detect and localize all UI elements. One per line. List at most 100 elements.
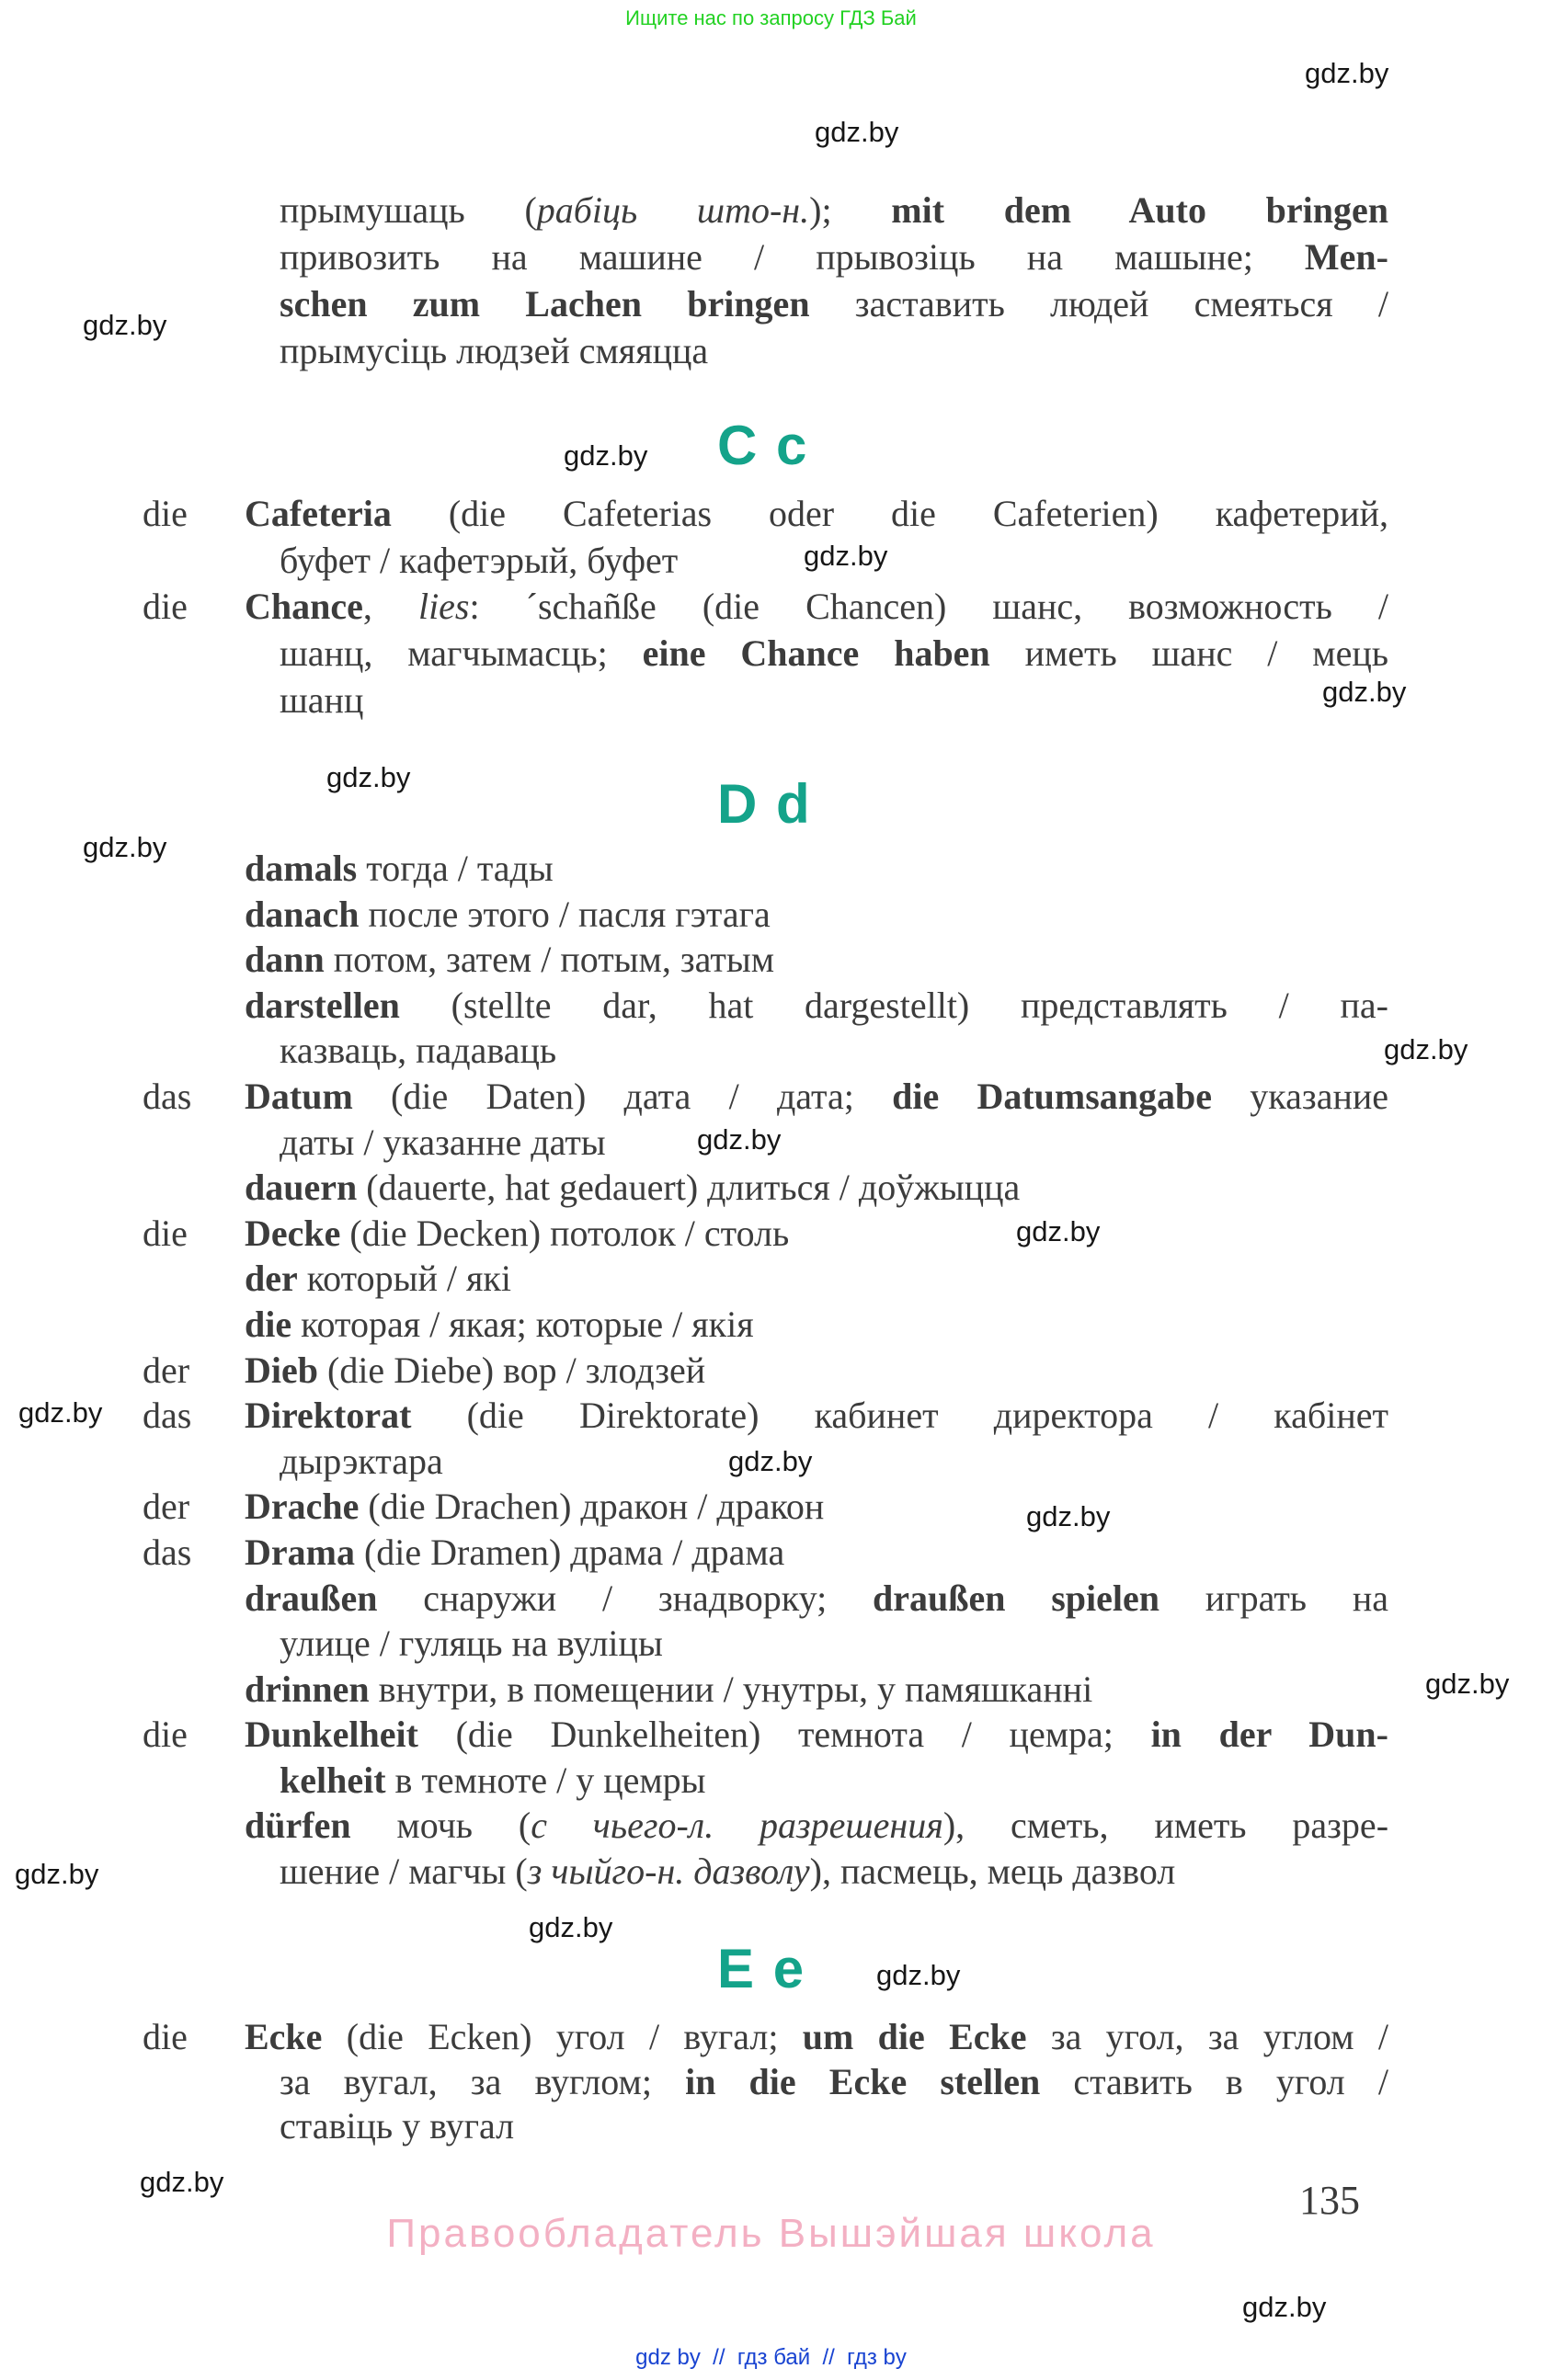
gdz-watermark: gdz.by <box>83 831 167 863</box>
translation-text: (die Drachen) дракон / дракон <box>359 1486 825 1528</box>
entry-line: damals тогда / тады <box>245 846 1388 892</box>
headword-text: darstellen <box>245 984 400 1026</box>
entry-line: казваць, падаваць <box>280 1028 1388 1074</box>
entry-line: Dieb (die Diebe) вор / злодзей der <box>143 1348 1388 1394</box>
entry-article: der <box>143 1486 190 1528</box>
translation-text: ); <box>809 189 892 231</box>
translation-text: ), пасмець, мець дазвол <box>809 1850 1176 1893</box>
translation-text: даты / указанне даты <box>280 1121 606 1163</box>
page-number: 135 <box>1299 2178 1360 2223</box>
headword-text: Cafeteria <box>245 493 392 534</box>
entry-line: draußen снаружи / знадворку; draußen spi… <box>245 1576 1388 1622</box>
entry-line: darstellen (stellte dar, hat dargestellt… <box>245 983 1388 1029</box>
entry-article: die <box>143 493 188 534</box>
headword-text: damals <box>245 848 358 889</box>
translation-text: за угол, за углом / <box>1026 2016 1388 2057</box>
headword-text: Datum <box>245 1075 353 1117</box>
translation-text: (die Direktorate) кабинет директора / ка… <box>411 1395 1388 1437</box>
entry-article: die <box>143 2016 188 2057</box>
headword-text: dauern <box>245 1167 358 1209</box>
headword-text: Chance <box>245 586 363 628</box>
headword-text: Decke <box>245 1212 341 1254</box>
gdz-watermark: gdz.by <box>1425 1668 1510 1700</box>
gdz-watermark: gdz.by <box>529 1911 613 1943</box>
entry-line: Dunkelheit (die Dunkelheiten) темнота / … <box>143 1712 1388 1758</box>
headword-text: eine Chance haben <box>642 632 990 675</box>
entry-line: ставіць у вугал <box>280 2104 1388 2149</box>
headword-text: in die Ecke stellen <box>685 2060 1041 2102</box>
entry-article: das <box>143 1395 192 1437</box>
translation-text: играть на <box>1159 1577 1388 1619</box>
translation-text: привозить на машине / прывозіць на машын… <box>280 236 1305 278</box>
entry-line: danach после этого / пасля гэтага <box>245 892 1388 938</box>
gdz-watermark: gdz.by <box>15 1858 99 1890</box>
translation-text: , <box>362 586 418 628</box>
bottom-links[interactable]: gdz by // гдз бай // гдз by <box>635 2345 907 2370</box>
gdz-watermark: gdz.by <box>1026 1500 1111 1532</box>
headword-text: um die Ecke <box>802 2016 1027 2057</box>
translation-text: указание <box>1212 1075 1389 1117</box>
entry-line: улице / гуляць на вуліцы <box>280 1621 1388 1667</box>
entry-line: Direktorat (die Direktorate) кабинет дир… <box>143 1393 1388 1439</box>
headword-text: in der Dun- <box>1150 1714 1388 1756</box>
gdz-watermark: gdz.by <box>564 439 648 472</box>
headword-text: dürfen <box>245 1805 351 1847</box>
translation-text: буфет / кафетэрый, буфет <box>280 539 679 581</box>
gdz-watermark: gdz.by <box>815 116 899 148</box>
translation-text: в темноте / у цемры <box>385 1759 706 1801</box>
translation-text: за вугал, за вуглом; <box>280 2060 686 2102</box>
entry-line: Drama (die Dramen) драма / драма das <box>143 1530 1388 1576</box>
headword-text: die Datumsangabe <box>892 1075 1213 1117</box>
translation-text: ), сметь, иметь разре- <box>942 1805 1389 1847</box>
headword-text: Dunkelheit <box>245 1714 418 1756</box>
translation-text: иметь шанс / мець <box>989 632 1388 675</box>
entry-line: дырэктара <box>280 1439 1388 1485</box>
headword-text: Ecke <box>245 2016 323 2057</box>
entry-article: die <box>143 586 188 628</box>
headword-text: Drama <box>245 1531 355 1573</box>
headword-text: schen zum Lachen bringen <box>280 283 810 325</box>
translation-text: ставить в угол / <box>1040 2060 1388 2102</box>
gdz-watermark: gdz.by <box>1305 57 1389 89</box>
headword-text: Dieb <box>245 1349 318 1391</box>
headword-text: die <box>245 1303 292 1345</box>
entry-line: привозить на машине / прывозіць на машын… <box>280 233 1388 280</box>
headword-text: drinnen <box>245 1668 370 1710</box>
dictionary-section: damals тогда / тады danach после этого / … <box>143 846 1389 1895</box>
entry-line: kelheit в темноте / у цемры <box>280 1758 1388 1804</box>
translation-text: после этого / пасля гэтага <box>359 893 771 935</box>
gdz-watermark: gdz.by <box>804 540 888 572</box>
translation-text: ставіць у вугал <box>280 2105 515 2147</box>
translation-text: которая / якая; которые / якія <box>291 1303 754 1345</box>
headword-text: draußen spielen <box>872 1577 1160 1619</box>
gdz-watermark: gdz.by <box>728 1445 813 1477</box>
translation-text: (die Decken) потолок / столь <box>340 1212 790 1254</box>
entry-line: Cafeteria (die Cafeterias oder die Cafet… <box>143 491 1388 538</box>
note-italic-text: рабіць што-н. <box>536 189 810 231</box>
entry-line: прымусіць людзей смяяцца <box>280 327 1388 374</box>
translation-text: прымушаць ( <box>280 189 537 231</box>
translation-text: прымусіць людзей смяяцца <box>280 330 709 371</box>
entry-line: Drache (die Drachen) дракон / дракон der <box>143 1484 1388 1530</box>
headword-text: mit dem Auto bringen <box>891 189 1388 231</box>
section-header: E e <box>717 1938 806 1999</box>
translation-text: шанц, магчымасць; <box>280 632 643 675</box>
entry-line: Datum (die Daten) дата / дата; die Datum… <box>143 1074 1389 1120</box>
gdz-watermark: gdz.by <box>876 1959 961 1991</box>
entry-line: за вугал, за вуглом; in die Ecke stellen… <box>280 2060 1388 2105</box>
dictionary-section: Ecke (die Ecken) угол / вугал; um die Ec… <box>143 2015 1388 2149</box>
translation-text: (die Diebe) вор / злодзей <box>318 1349 706 1391</box>
headword-text: draußen <box>245 1577 378 1619</box>
entry-line: Decke (die Decken) потолок / столь die <box>143 1211 1388 1257</box>
entry-article: das <box>143 1075 192 1117</box>
translation-text: (die Dunkelheiten) темнота / цемра; <box>417 1714 1151 1756</box>
gdz-watermark: gdz.by <box>18 1396 103 1429</box>
translation-text: дырэктара <box>280 1440 443 1482</box>
gdz-watermark: gdz.by <box>1016 1215 1101 1247</box>
translation-text: улице / гуляць на вуліцы <box>280 1623 663 1665</box>
headword-text: der <box>245 1258 298 1300</box>
gdz-watermark: gdz.by <box>326 761 411 793</box>
entry-line: Ecke (die Ecken) угол / вугал; um die Ec… <box>143 2015 1388 2060</box>
entry-line: drinnen внутри, в помещении / унутры, у … <box>245 1667 1388 1713</box>
entry-line: schen zum Lachen bringen заставить людей… <box>280 280 1388 327</box>
